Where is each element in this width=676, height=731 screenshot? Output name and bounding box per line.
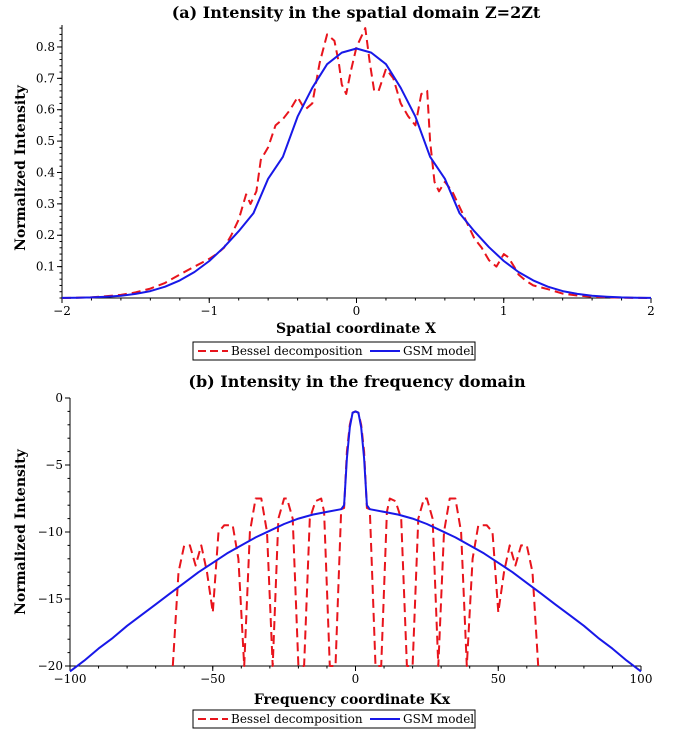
panel-b-x-tick-label: −100: [54, 672, 87, 686]
panel-a-title: (a) Intensity in the spatial domain Z=2Z…: [172, 3, 541, 22]
panel-a-ylabel: Normalized Intensity: [13, 84, 29, 251]
panel-a-x-tick-label: 0: [353, 304, 361, 318]
panel-b-y-tick-label: −5: [45, 458, 63, 472]
panel-b-plot-area: [69, 398, 641, 667]
panel-a-series: [61, 27, 652, 299]
panel-a-y-tick-label: 0.4: [36, 165, 55, 179]
panel-a-ticks: −2 −1 0 1 2 0.1 0.2 0.3 0.4 0.5 0.6 0.7 0.8: [36, 27, 655, 318]
panel-a-series-bessel-line: [61, 27, 652, 299]
panel-a-y-tick-label: 0.2: [36, 228, 55, 242]
panel-a-x-tick-label: 2: [647, 304, 655, 318]
panel-a-y-tick-label: 0.6: [36, 103, 55, 117]
panel-b-y-tick-label: −15: [38, 592, 63, 606]
panel-a-y-tick-label: 0.8: [36, 40, 55, 54]
panel-b-x-tick-label: −50: [200, 672, 225, 686]
panel-b-legend-gsm-label: GSM model: [403, 712, 474, 726]
panel-b-series: [69, 410, 642, 673]
panel-a-xlabel: Spatial coordinate X: [276, 321, 436, 337]
panel-b-x-tick-label: 0: [352, 672, 360, 686]
panel-a-y-tick-label: 0.5: [36, 134, 55, 148]
panel-b-x-tick-label: 50: [491, 672, 506, 686]
panel-a-x-tick-label: 1: [500, 304, 508, 318]
panel-b-series-bessel-line: [171, 410, 540, 667]
panel-a-plot-area: [61, 25, 651, 299]
panel-b-x-tick-label: 100: [630, 672, 653, 686]
panel-b-legend-bessel-label: Bessel decomposition: [231, 712, 363, 726]
panel-a: (a) Intensity in the spatial domain Z=2Z…: [13, 3, 655, 361]
panel-a-series-gsm-line: [61, 47, 652, 299]
panel-a-y-tick-label: 0.3: [36, 197, 55, 211]
panel-b-ylabel: Normalized Intensity: [13, 448, 29, 615]
panel-b-xlabel: Frequency coordinate Kx: [254, 692, 451, 708]
panel-a-y-tick-label: 0.1: [36, 260, 55, 274]
panel-b-y-tick-label: −20: [38, 659, 63, 673]
panel-b-legend-box: [192, 709, 476, 729]
panel-a-legend-bessel-label: Bessel decomposition: [231, 344, 363, 358]
panel-b-y-tick-label: 0: [55, 391, 63, 405]
panel-b-y-tick-label: −10: [38, 525, 63, 539]
panel-a-y-tick-label: 0.7: [36, 71, 55, 85]
panel-b-title: (b) Intensity in the frequency domain: [188, 372, 526, 391]
panel-a-legend-box: [192, 341, 476, 361]
panel-b: (b) Intensity in the frequency domain No…: [13, 372, 653, 729]
panel-b-series-gsm-line: [69, 410, 642, 673]
panel-b-legend: Bessel decomposition GSM model: [192, 709, 476, 729]
panel-a-legend-gsm-label: GSM model: [403, 344, 474, 358]
panel-a-x-tick-label: −1: [200, 304, 218, 318]
panel-b-ticks: −100 −50 0 50 100 0 −5 −10 −15 −20: [38, 391, 653, 686]
panel-a-x-tick-label: −2: [53, 304, 71, 318]
panel-a-legend: Bessel decomposition GSM model: [192, 341, 476, 361]
